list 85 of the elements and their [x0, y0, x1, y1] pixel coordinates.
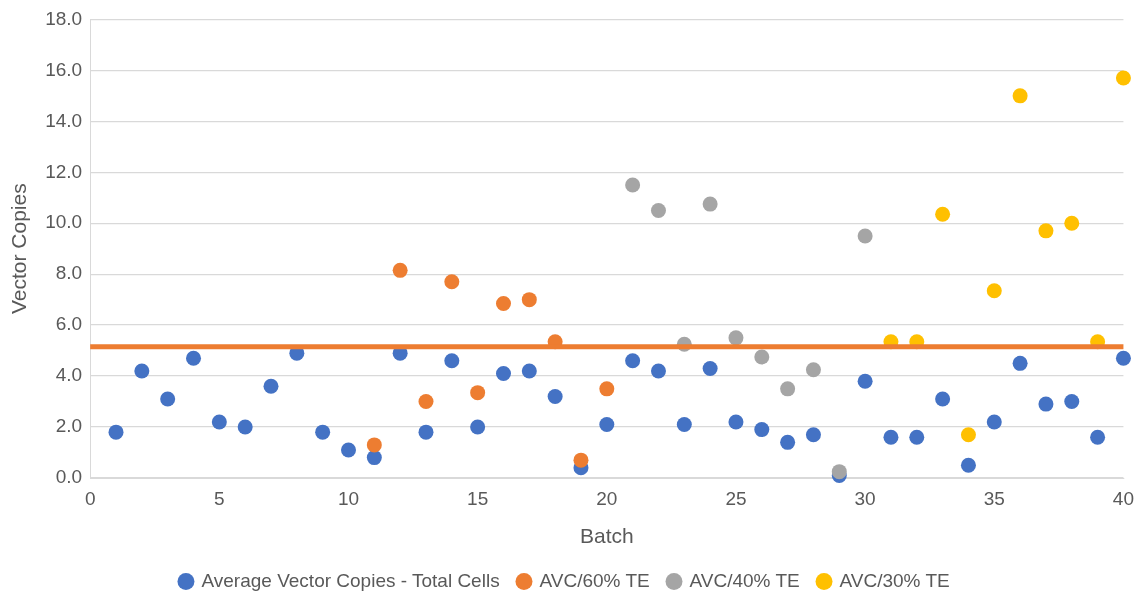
point [883, 429, 899, 445]
legend-label: AVC/40% TE [689, 569, 800, 591]
point [805, 427, 821, 443]
y-tick-label: 10.0 [45, 211, 83, 233]
point [495, 366, 511, 382]
x-tick-label: 5 [214, 487, 225, 509]
point [625, 177, 641, 193]
point [986, 283, 1002, 299]
point [237, 419, 253, 435]
point [780, 434, 796, 450]
point [521, 363, 537, 379]
point [573, 452, 589, 468]
legend-label: AVC/60% TE [539, 569, 650, 591]
y-tick-label: 4.0 [55, 364, 83, 386]
point [857, 228, 873, 244]
point [1012, 88, 1028, 104]
point [780, 381, 796, 397]
point [211, 414, 227, 430]
x-tick-label: 10 [337, 487, 360, 509]
y-tick-label: 8.0 [55, 262, 83, 284]
y-tick-label: 6.0 [55, 313, 83, 335]
point [650, 363, 666, 379]
point [960, 457, 976, 473]
point [263, 378, 279, 394]
point [960, 427, 976, 443]
point [1064, 215, 1080, 231]
y-tick-label: 2.0 [55, 415, 83, 437]
x-axis-title: Batch [579, 524, 634, 548]
point [935, 391, 951, 407]
point [986, 414, 1002, 430]
point [315, 424, 331, 440]
point [702, 196, 718, 212]
point [470, 385, 486, 401]
point [1090, 429, 1106, 445]
point [728, 414, 744, 430]
y-tick-label: 12.0 [45, 160, 83, 182]
y-tick-label: 16.0 [45, 58, 83, 80]
x-tick-label: 0 [84, 487, 96, 509]
point [366, 450, 382, 466]
point [392, 262, 408, 278]
point [805, 362, 821, 378]
point [108, 424, 124, 440]
point [754, 422, 770, 438]
point [444, 274, 460, 290]
point [470, 419, 486, 435]
point [1012, 355, 1028, 371]
x-tick-label: 30 [854, 487, 876, 509]
point [1064, 394, 1080, 410]
point [650, 202, 666, 218]
point [909, 429, 925, 445]
x-tick-label: 35 [983, 487, 1005, 509]
point [444, 353, 460, 369]
point [521, 292, 537, 308]
point [728, 330, 744, 346]
point [625, 353, 641, 369]
point [702, 360, 718, 376]
point [160, 391, 176, 407]
point [547, 388, 563, 404]
point [134, 363, 150, 379]
point [495, 295, 511, 311]
point [1038, 396, 1054, 412]
point [1115, 70, 1131, 86]
x-tick-label: 15 [467, 487, 489, 509]
x-tick-label: 25 [725, 487, 747, 509]
legend-label: AVC/30% TE [839, 569, 950, 591]
point [599, 381, 615, 397]
point [599, 417, 615, 432]
point [418, 394, 434, 410]
y-tick-label: 14.0 [45, 109, 83, 131]
point [366, 437, 382, 453]
point [935, 206, 951, 222]
point [676, 417, 692, 432]
point [1115, 350, 1131, 366]
point [418, 424, 434, 440]
point [340, 442, 356, 458]
point [186, 350, 202, 366]
y-tick-label: 18.0 [45, 7, 83, 29]
y-axis-title: Vector Copies [7, 183, 31, 315]
x-tick-label: 20 [596, 487, 618, 509]
legend-label: Average Vector Copies - Total Cells [201, 569, 500, 591]
point [1038, 223, 1054, 239]
y-tick-label: 0.0 [55, 466, 83, 488]
point [857, 373, 873, 389]
point [754, 349, 770, 365]
x-tick-label: 40 [1112, 487, 1134, 509]
